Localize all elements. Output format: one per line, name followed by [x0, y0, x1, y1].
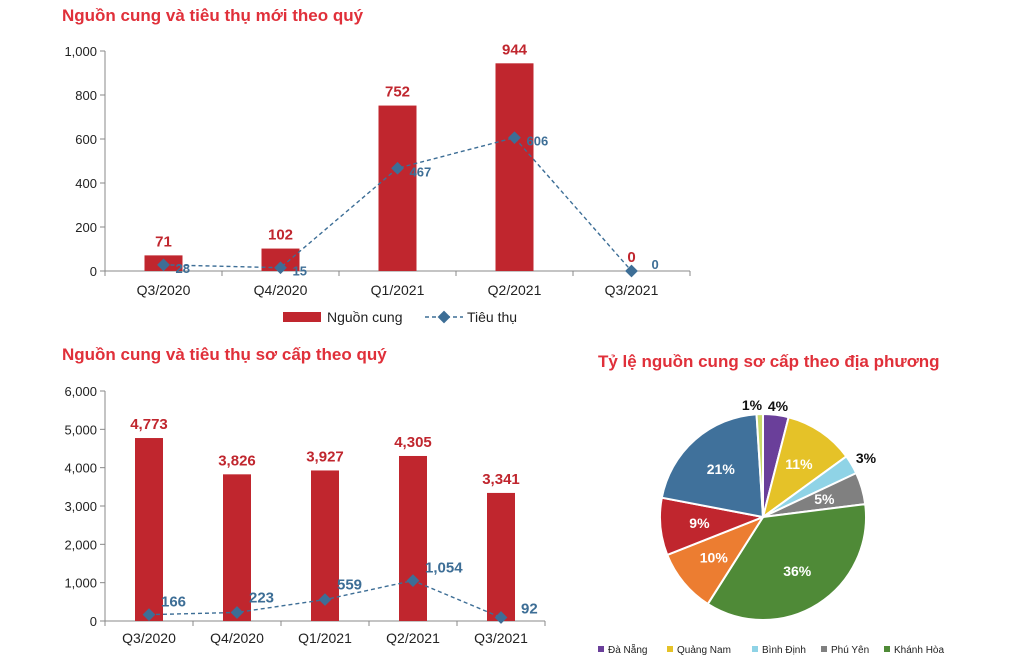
pie-slice-label: 1% [742, 397, 763, 413]
chart1-line-label: 0 [652, 257, 659, 272]
chart1-bar [261, 248, 300, 271]
chart1-title: Nguồn cung và tiêu thụ mới theo quý [62, 6, 364, 25]
pie-legend-swatch [598, 646, 604, 652]
pie-slice [660, 413, 765, 519]
chart2-bar [135, 438, 163, 621]
pie-slice-label: 11% [785, 456, 813, 472]
chart1-line-point [274, 261, 287, 275]
pie-slice-label: 5% [814, 491, 835, 507]
chart2-bar-label: 4,305 [394, 434, 432, 451]
chart2-bar-label: 3,341 [482, 471, 520, 488]
chart1-ytick-label: 0 [90, 264, 97, 279]
chart1-xtick-label: Q3/2021 [605, 282, 659, 298]
chart2-xtick-label: Q1/2021 [298, 630, 352, 646]
chart1-line-point [157, 258, 170, 272]
chart2-ytick-label: 2,000 [64, 537, 97, 552]
chart1-legend-bar-swatch [283, 312, 321, 322]
chart1-ytick-label: 1,000 [64, 44, 97, 59]
chart1-bar-label: 102 [268, 227, 293, 244]
chart2-ytick-label: 4,000 [64, 461, 97, 476]
chart1-bar-label: 71 [155, 233, 172, 250]
chart2-xtick-label: Q3/2020 [122, 630, 176, 646]
pie-legend-label: Phú Yên [831, 645, 869, 656]
pie-legend-label: Đà Nẵng [608, 643, 647, 656]
pie-slice-label: 3% [856, 450, 877, 466]
pie-slice-label: 9% [689, 515, 710, 531]
pie-legend-swatch [752, 646, 758, 652]
chart2-line-label: 1,054 [425, 560, 463, 577]
chart3-title: Tỷ lệ nguồn cung sơ cấp theo địa phương [598, 352, 940, 371]
pie-legend-swatch [667, 646, 673, 652]
pie-legend-label: Quảng Nam [677, 645, 731, 656]
chart1-legend-bar-label: Nguồn cung [327, 309, 403, 325]
pie-slice [755, 412, 764, 518]
pie-legend-swatch [821, 646, 827, 652]
chart1-xtick-label: Q4/2020 [254, 282, 308, 298]
chart2-xtick-label: Q3/2021 [474, 630, 528, 646]
chart2-line-label: 223 [249, 589, 274, 606]
chart2-line-label: 92 [521, 600, 538, 617]
chart1-ytick-label: 200 [75, 220, 97, 235]
chart1-xtick-label: Q2/2021 [488, 282, 542, 298]
chart2-ytick-label: 5,000 [64, 422, 97, 437]
pie-slice [761, 416, 848, 520]
chart2-bar [487, 492, 515, 621]
chart1-bar [378, 105, 417, 271]
pie-slice-label: 10% [700, 550, 729, 566]
chart2-xtick-label: Q4/2020 [210, 630, 264, 646]
chart1-ytick-label: 600 [75, 132, 97, 147]
pie-legend-label: Khánh Hòa [894, 645, 944, 656]
chart2-bar-label: 3,927 [306, 448, 344, 465]
chart1-line-label: 28 [176, 261, 190, 276]
pie-legend-label: Bình Định [762, 645, 806, 656]
chart2-xtick-label: Q2/2021 [386, 630, 440, 646]
chart1-legend-line-label: Tiêu thụ [467, 309, 517, 325]
chart1-xtick-label: Q3/2020 [137, 282, 191, 298]
pie-slice-label: 21% [707, 461, 736, 477]
chart2-bar [223, 474, 251, 621]
chart2-title: Nguồn cung và tiêu thụ sơ cấp theo quý [62, 345, 387, 364]
pie-slice-label: 4% [768, 398, 789, 414]
chart1-ytick-label: 800 [75, 88, 97, 103]
chart1-bar-label: 944 [502, 41, 528, 58]
chart1-line-label: 467 [410, 164, 432, 179]
chart1-line-label: 15 [293, 264, 307, 279]
pie-slice-label: 36% [783, 563, 812, 579]
chart1-bar-label: 752 [385, 84, 410, 101]
chart1-bar-label: 0 [627, 249, 635, 266]
chart1-xtick-label: Q1/2021 [371, 282, 425, 298]
chart1-bar [495, 63, 534, 271]
chart2-line-label: 166 [161, 594, 186, 611]
pie-legend-swatch [884, 646, 890, 652]
chart2-bar-label: 3,826 [218, 452, 256, 469]
chart1-line-series [163, 136, 633, 272]
pie-slice [706, 502, 867, 621]
chart2-line-label: 559 [337, 577, 362, 594]
chart2-ytick-label: 6,000 [64, 384, 97, 399]
chart1-ytick-label: 400 [75, 176, 97, 191]
chart1-line-point [391, 161, 404, 175]
chart2-ytick-label: 1,000 [64, 576, 97, 591]
chart2-ytick-label: 0 [90, 614, 97, 629]
chart2-bar-label: 4,773 [130, 416, 168, 433]
chart1-line-label: 606 [527, 134, 549, 149]
chart2-bar [399, 455, 427, 621]
chart1-legend-line-marker [437, 310, 451, 324]
chart2-ytick-label: 3,000 [64, 499, 97, 514]
